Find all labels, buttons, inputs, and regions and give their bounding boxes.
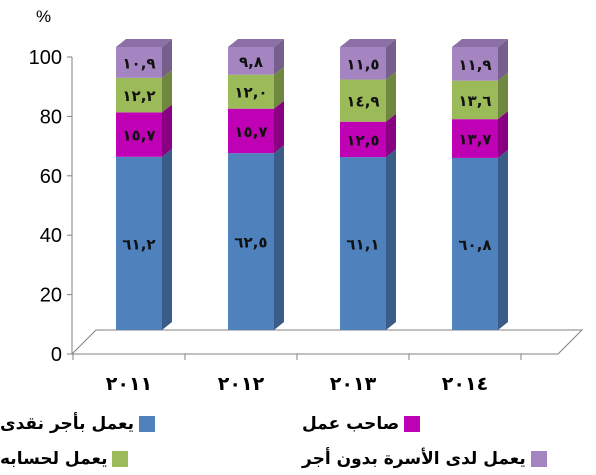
bar-segment-side [498, 72, 508, 120]
legend-label-family-unpaid: يعمل لدى الأسرة بدون أجر [302, 449, 526, 469]
data-label: ٦٠,٨ [458, 236, 491, 254]
legend-item-cash-wage: يعمل بأجر نقدى [0, 414, 155, 434]
chart-axes: 0 20 40 60 80 100 [29, 47, 558, 366]
bar-segment [116, 112, 162, 157]
bar-segment-top [228, 39, 284, 47]
legend-item-self-employed: يعمل لحسابه [0, 449, 129, 469]
bar-segment-side [162, 104, 172, 157]
bar-segment-top [340, 39, 396, 47]
bar-segment [228, 153, 274, 330]
data-label: ١٤,٩ [346, 93, 379, 111]
bar-segment-side [498, 149, 508, 330]
y-tick-label: 20 [40, 285, 62, 307]
bar-segment-side [274, 100, 284, 154]
floor-plane [70, 329, 584, 355]
data-label: ٩,٨ [239, 53, 263, 71]
x-tick-label: ٢٠١٢ [218, 373, 265, 395]
chart-labels: ٦١,٢ ١٥,٧ ١٢,٢ ١٠,٩ ٢٠١١ ٦٢,٥ ١٥,٧ ١٢,٠ ٩,٨ ٢٠١٢ ٦… [106, 53, 492, 395]
data-label: ١٢,٢ [122, 87, 155, 105]
bar-segment-top [452, 39, 508, 47]
bar-segment [340, 47, 386, 80]
bar-segment [340, 79, 386, 122]
bar-segment [116, 47, 162, 78]
data-label: ١٣,٧ [458, 131, 491, 149]
legend-label-self-employed: يعمل لحسابه [0, 449, 108, 469]
bar-segment-side [386, 71, 396, 122]
legend-swatch-cash-wage [139, 416, 155, 432]
bar-segment-side [162, 69, 172, 113]
y-tick-label: 0 [51, 344, 62, 366]
y-tick-label: 100 [29, 47, 62, 69]
data-label: ٦١,١ [346, 236, 379, 254]
bar-segment-side [274, 66, 284, 109]
data-label: ١٥,٧ [234, 123, 267, 141]
bar-segment-side [386, 149, 396, 330]
chart-floor [70, 329, 584, 355]
bar-segment [340, 121, 386, 158]
data-label: ١١,٩ [458, 56, 491, 74]
data-label: ١٠,٩ [122, 54, 155, 72]
chart-bars [116, 39, 508, 330]
bar-segment-side [162, 148, 172, 330]
bar-segment-side [386, 39, 396, 80]
data-label: ٦١,٢ [122, 235, 155, 253]
y-tick-label: 60 [40, 166, 62, 188]
bar-segment-side [498, 39, 508, 81]
y-tick-label: 80 [40, 106, 62, 128]
bar-segment [452, 157, 498, 330]
data-label: ١٢,٥ [346, 131, 379, 149]
data-label: ١٢,٠ [234, 84, 267, 102]
x-tick-label: ٢٠١٤ [442, 373, 488, 395]
bar-segment [340, 157, 386, 330]
bar-segment [116, 156, 162, 330]
legend-item-employer: صاحب عمل [302, 414, 421, 434]
legend-swatch-family-unpaid [530, 451, 547, 467]
legend-label-cash-wage: يعمل بأجر نقدى [0, 414, 134, 434]
bar-segment [228, 74, 274, 109]
legend-label-employer: صاحب عمل [302, 414, 400, 434]
data-label: ١١,٥ [346, 55, 379, 73]
bar-segment [116, 77, 162, 113]
data-label: ١٣,٦ [458, 92, 491, 110]
x-tick-label: ٢٠١٣ [330, 373, 377, 395]
bar-segment [228, 47, 274, 75]
bar-segment-side [498, 111, 508, 158]
bar-segment-side [386, 113, 396, 158]
y-unit-label: % [36, 7, 51, 26]
chart-legend: يعمل بأجر نقدى صاحب عمل يعمل لحسابه يعمل… [0, 412, 596, 475]
bar-segment [452, 47, 498, 81]
bar-segment-side [162, 39, 172, 78]
legend-item-family-unpaid: يعمل لدى الأسرة بدون أجر [302, 449, 547, 469]
x-tick-label: ٢٠١١ [106, 373, 152, 395]
legend-swatch-employer [404, 416, 421, 432]
legend-swatch-self-employed [112, 451, 129, 467]
data-label: ١٥,٧ [122, 127, 155, 145]
bar-segment-top [116, 39, 172, 47]
bar-segment-side [274, 39, 284, 75]
data-label: ٦٢,٥ [234, 234, 267, 252]
y-tick-label: 40 [40, 225, 62, 247]
bar-segment-side [274, 145, 284, 330]
stacked-bar-chart: 0 20 40 60 80 100 ٦١,٢ ١٥,٧ ١٢,٢ ١٠,٩ ٢٠١١ ٦٢,٥ ١٥,… [29, 7, 584, 395]
bar-segment [228, 108, 274, 154]
bar-segment [452, 119, 498, 158]
bar-segment [452, 80, 498, 120]
